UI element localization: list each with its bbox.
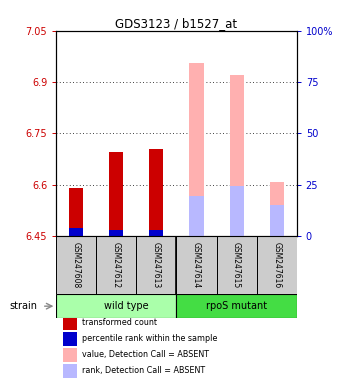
- Bar: [229, 75, 243, 236]
- Bar: [270, 182, 284, 236]
- Bar: [109, 152, 123, 236]
- Bar: [229, 186, 243, 236]
- Bar: [136, 236, 177, 294]
- Text: strain: strain: [9, 301, 37, 311]
- Bar: [257, 236, 297, 294]
- Bar: [177, 294, 297, 318]
- Bar: [63, 364, 77, 378]
- Bar: [217, 236, 257, 294]
- Text: GSM247608: GSM247608: [72, 242, 81, 288]
- Text: wild type: wild type: [104, 301, 149, 311]
- Bar: [56, 236, 97, 294]
- Text: rpoS mutant: rpoS mutant: [206, 301, 267, 311]
- Bar: [109, 230, 123, 236]
- Text: transformed count: transformed count: [81, 318, 157, 327]
- Text: GSM247616: GSM247616: [272, 242, 281, 288]
- Text: percentile rank within the sample: percentile rank within the sample: [81, 334, 217, 343]
- Bar: [63, 332, 77, 346]
- Bar: [63, 348, 77, 362]
- Bar: [270, 205, 284, 236]
- Title: GDS3123 / b1527_at: GDS3123 / b1527_at: [115, 17, 238, 30]
- Text: GSM247615: GSM247615: [232, 242, 241, 288]
- Bar: [190, 196, 204, 236]
- Bar: [63, 316, 77, 329]
- Bar: [56, 294, 177, 318]
- Bar: [177, 236, 217, 294]
- Bar: [149, 149, 163, 236]
- Bar: [149, 230, 163, 236]
- Text: GSM247614: GSM247614: [192, 242, 201, 288]
- Text: GSM247612: GSM247612: [112, 242, 121, 288]
- Bar: [190, 63, 204, 236]
- Text: rank, Detection Call = ABSENT: rank, Detection Call = ABSENT: [81, 366, 205, 376]
- Bar: [69, 188, 83, 236]
- Text: value, Detection Call = ABSENT: value, Detection Call = ABSENT: [81, 350, 208, 359]
- Text: GSM247613: GSM247613: [152, 242, 161, 288]
- Bar: [69, 228, 83, 236]
- Bar: [96, 236, 136, 294]
